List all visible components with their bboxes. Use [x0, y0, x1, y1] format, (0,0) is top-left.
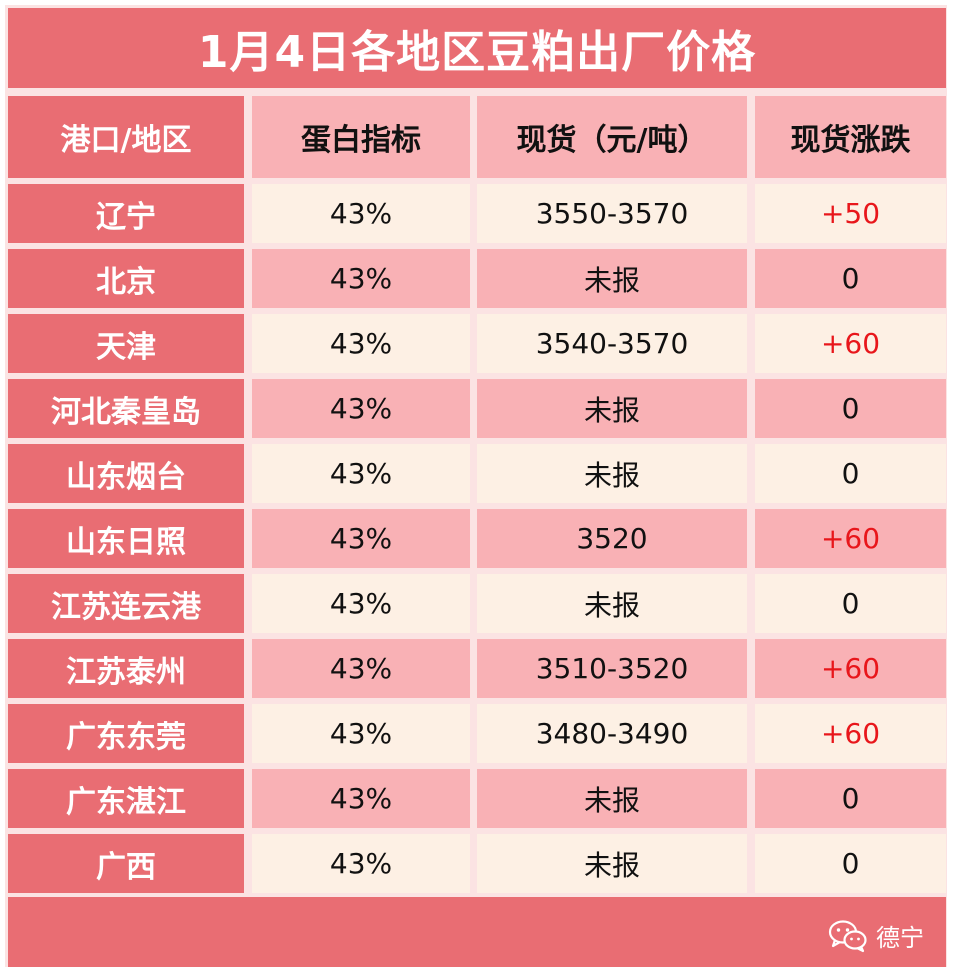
table-cell-price: 未报 [477, 769, 747, 828]
table-cell-region: 天津 [8, 314, 244, 373]
column-header-protein: 蛋白指标 [252, 96, 470, 178]
table-cell-change: 0 [755, 834, 946, 893]
table-cell-protein: 43% [252, 444, 470, 503]
table-cell-price: 未报 [477, 249, 747, 308]
table-cell-change: 0 [755, 444, 946, 503]
table-cell-price: 3520 [477, 509, 747, 568]
table-cell-region: 广东湛江 [8, 769, 244, 828]
table-cell-protein: 43% [252, 379, 470, 438]
table-cell-change: +60 [755, 704, 946, 763]
table-cell-change: +60 [755, 639, 946, 698]
table-cell-change: 0 [755, 769, 946, 828]
table-cell-price: 未报 [477, 444, 747, 503]
table-title: 1月4日各地区豆粕出厂价格 [8, 8, 946, 88]
table-cell-protein: 43% [252, 509, 470, 568]
table-cell-protein: 43% [252, 704, 470, 763]
table-cell-region: 山东烟台 [8, 444, 244, 503]
table-cell-price: 3540-3570 [477, 314, 747, 373]
table-cell-protein: 43% [252, 314, 470, 373]
table-cell-change: 0 [755, 574, 946, 633]
table-cell-region: 北京 [8, 249, 244, 308]
table-cell-price: 未报 [477, 379, 747, 438]
table-cell-region: 河北秦皇岛 [8, 379, 244, 438]
table-cell-change: +60 [755, 314, 946, 373]
watermark: 德宁 [828, 918, 924, 953]
table-cell-protein: 43% [252, 769, 470, 828]
table-cell-price: 未报 [477, 574, 747, 633]
table-footer: 德宁 [8, 897, 946, 967]
table-cell-change: +60 [755, 509, 946, 568]
table-cell-region: 广东东莞 [8, 704, 244, 763]
table-cell-protein: 43% [252, 184, 470, 243]
table-cell-protein: 43% [252, 639, 470, 698]
table-cell-region: 广西 [8, 834, 244, 893]
watermark-label: 德宁 [876, 924, 924, 952]
table-cell-price: 3480-3490 [477, 704, 747, 763]
column-header-change: 现货涨跌 [755, 96, 946, 178]
table-cell-price: 3510-3520 [477, 639, 747, 698]
column-header-region: 港口/地区 [8, 96, 244, 178]
table-cell-region: 山东日照 [8, 509, 244, 568]
table-cell-protein: 43% [252, 834, 470, 893]
table-cell-change: +50 [755, 184, 946, 243]
table-cell-region: 江苏连云港 [8, 574, 244, 633]
column-header-price: 现货（元/吨） [477, 96, 747, 178]
wechat-icon [828, 919, 867, 952]
table-cell-region: 辽宁 [8, 184, 244, 243]
table-cell-change: 0 [755, 379, 946, 438]
table-cell-price: 未报 [477, 834, 747, 893]
table-cell-region: 江苏泰州 [8, 639, 244, 698]
table-cell-protein: 43% [252, 249, 470, 308]
table-cell-protein: 43% [252, 574, 470, 633]
table-cell-change: 0 [755, 249, 946, 308]
table-cell-price: 3550-3570 [477, 184, 747, 243]
